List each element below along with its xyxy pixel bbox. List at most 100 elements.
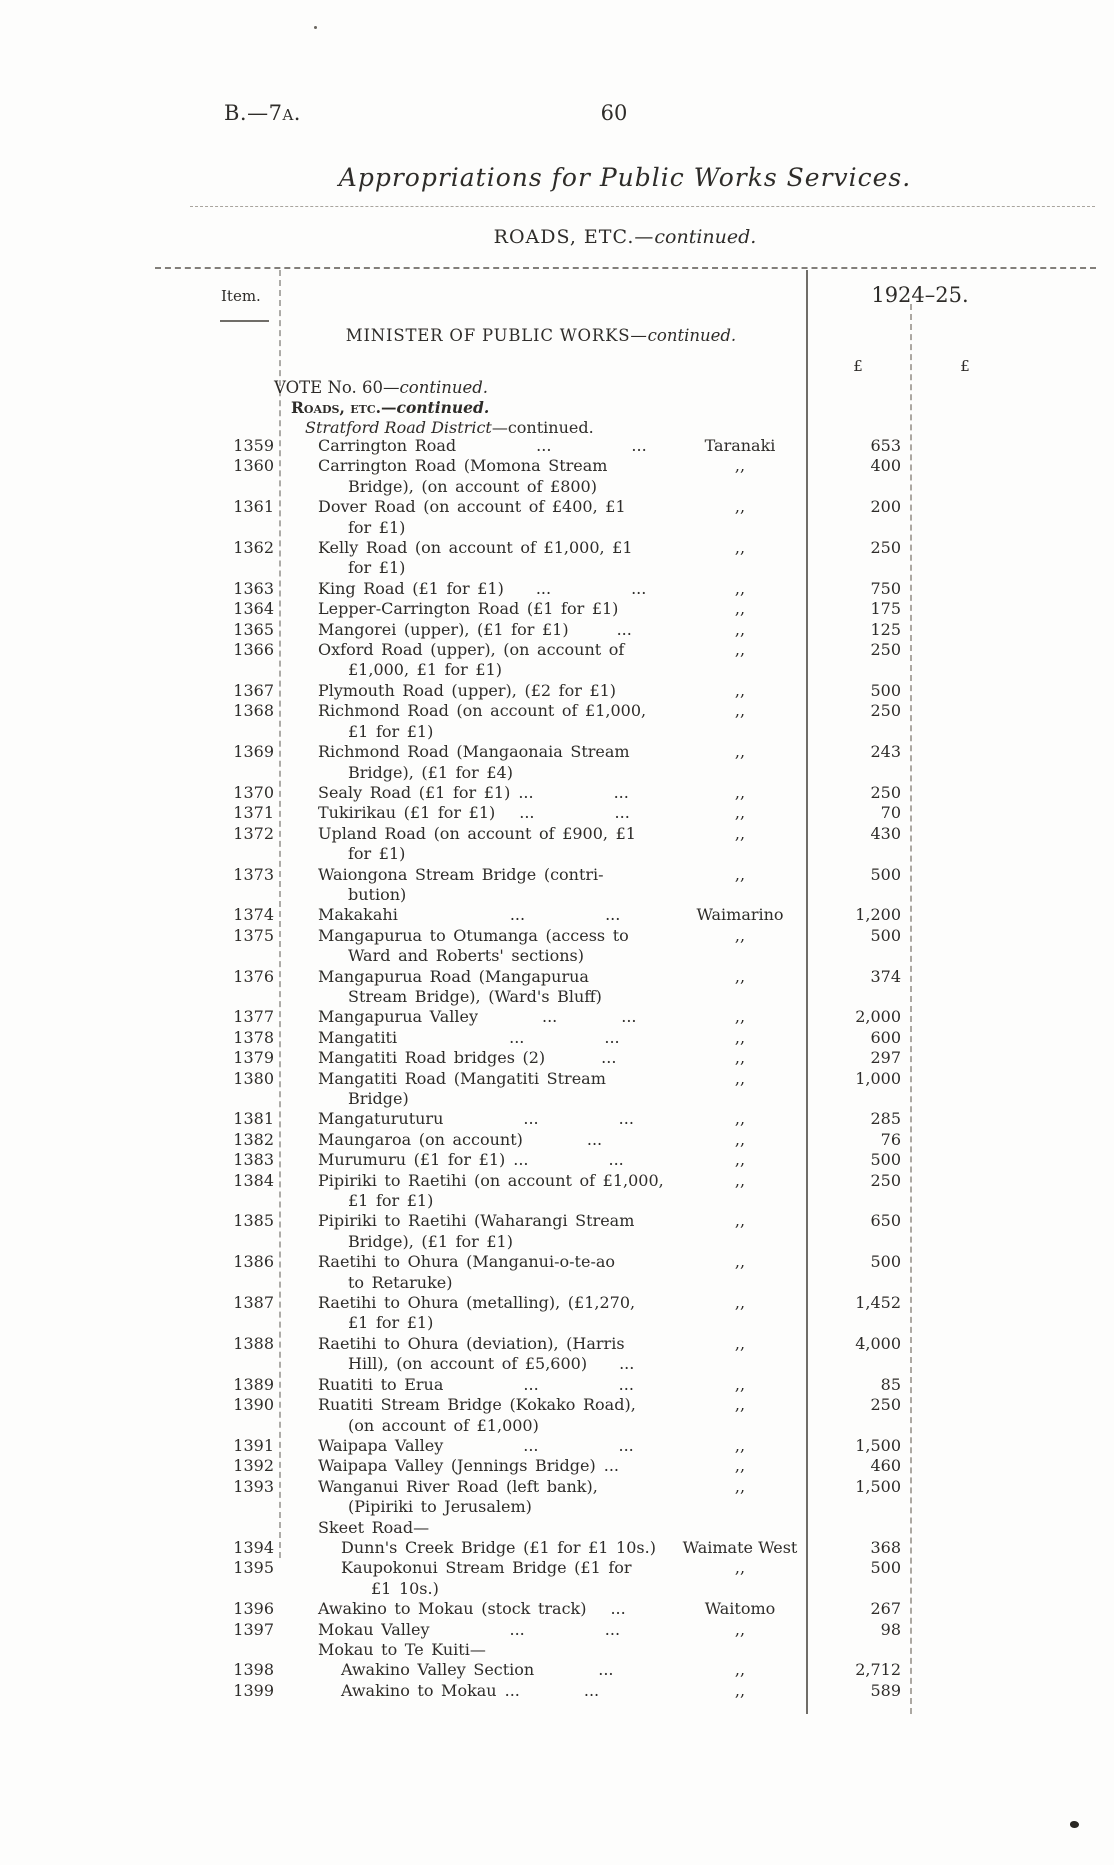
district-name: ,, [734, 619, 746, 639]
amount-1924-25: 175 [870, 599, 901, 619]
district-name: ,, [734, 1333, 746, 1353]
amount-1924-25: 250 [870, 782, 901, 802]
table-row: 1375 Mangapurua to Otumanga (access to W… [225, 926, 1068, 967]
item-number: 1361 [233, 497, 274, 517]
item-number: 1375 [233, 925, 274, 945]
amount-1924-25: 1,452 [855, 1293, 901, 1313]
amount-1924-25: 500 [870, 864, 901, 884]
table-row: 1387 Raetihi to Ohura (metalling), (£1,2… [225, 1293, 1068, 1334]
item-number: 1369 [233, 742, 274, 762]
table-row: 1391 Waipapa Valley ... ... ,, 1,500 [225, 1436, 1068, 1456]
work-description: Waipapa Valley ... ... [318, 1435, 634, 1455]
amount-1924-25: 70 [880, 803, 901, 823]
district-name: ,, [734, 1435, 746, 1455]
district-name: ,, [734, 640, 746, 660]
table-rows: 1359 Carrington Road ... ... Taranaki 65… [225, 436, 1068, 1701]
district-name: ,, [734, 456, 746, 476]
amount-1924-25: 4,000 [855, 1333, 901, 1353]
item-number: 1365 [233, 619, 274, 639]
item-number: 1394 [233, 1537, 274, 1557]
district-name: ,, [734, 782, 746, 802]
table-row: 1379 Mangatiti Road bridges (2) ... ,, 2… [225, 1048, 1068, 1068]
district-name: ,, [734, 1211, 746, 1231]
table-row: 1390 Ruatiti Stream Bridge (Kokako Road)… [225, 1395, 1068, 1436]
section-heading-continued: continued. [654, 226, 757, 248]
district-name: Waimarino [696, 905, 784, 925]
vote-heading-continued: continued. [399, 378, 489, 397]
item-header-underline [220, 320, 269, 322]
district-name: ,, [734, 966, 746, 986]
amount-1924-25: 430 [870, 823, 901, 843]
work-description: Mangapurua to Otumanga (access to Ward a… [318, 925, 629, 966]
amount-1924-25: 374 [870, 966, 901, 986]
district-name: ,, [734, 1680, 746, 1700]
item-number: 1377 [233, 1007, 274, 1027]
minister-heading-main: MINISTER OF PUBLIC WORKS— [345, 326, 648, 345]
item-number: 1376 [233, 966, 274, 986]
amount-1924-25: 500 [870, 925, 901, 945]
work-description: Mangapurua Road (Mangapurua Stream Bridg… [318, 966, 602, 1006]
item-number: 1362 [233, 538, 274, 558]
district-name: ,, [734, 497, 746, 517]
district-heading-continued: —continued. [491, 418, 594, 437]
item-number: 1368 [233, 701, 274, 721]
item-number: 1381 [233, 1109, 274, 1129]
table-row: 1359 Carrington Road ... ... Taranaki 65… [225, 436, 1068, 456]
work-description: Ruatiti Stream Bridge (Kokako Road), (on… [318, 1395, 636, 1435]
table-row: 1364 Lepper-Carrington Road (£1 for £1) … [225, 599, 1068, 619]
item-number: 1359 [233, 436, 274, 455]
work-description: Waipapa Valley (Jennings Bridge) ... [318, 1456, 619, 1476]
work-description: Oxford Road (upper), (on account of £1,0… [318, 640, 625, 680]
amount-1924-25: 250 [870, 701, 901, 721]
table-row: 1365 Mangorei (upper), (£1 for £1) ... ,… [225, 620, 1068, 640]
ink-speck-top [314, 26, 317, 29]
item-number: 1386 [233, 1252, 274, 1272]
table-row: 1371 Tukirikau (£1 for £1) ... ... ,, 70 [225, 803, 1068, 823]
district-name: ,, [734, 1109, 746, 1129]
table-row: 1377 Mangapurua Valley ... ... ,, 2,000 [225, 1007, 1068, 1027]
currency-symbol-second-column: £ [960, 357, 970, 375]
amount-1924-25: 1,500 [855, 1476, 901, 1496]
table-row: 1392 Waipapa Valley (Jennings Bridge) ..… [225, 1456, 1068, 1476]
work-description: Lepper-Carrington Road (£1 for £1) [318, 599, 619, 619]
district-name: ,, [734, 680, 746, 700]
district-name: ,, [734, 1558, 746, 1578]
amount-1924-25: 1,000 [855, 1068, 901, 1088]
table-row: 1385 Pipiriki to Raetihi (Waharangi Stre… [225, 1211, 1068, 1252]
item-column-header: Item. [221, 287, 261, 305]
item-number: 1387 [233, 1293, 274, 1313]
amount-1924-25: 2,712 [855, 1660, 901, 1680]
table-row: 1399 Awakino to Mokau ... ... ,, 589 [225, 1681, 1068, 1701]
amount-1924-25: 653 [870, 436, 901, 455]
table-row: 1395 Kaupokonui Stream Bridge (£1 for £1… [225, 1558, 1068, 1599]
work-description: Dover Road (on account of £400, £1 for £… [318, 497, 626, 537]
work-description: Carrington Road ... ... [318, 436, 647, 455]
table-row: 1386 Raetihi to Ohura (Manganui-o-te-ao … [225, 1252, 1068, 1293]
section-heading: ROADS, ETC.—continued. [160, 226, 1090, 248]
table-row: 1398 Awakino Valley Section ... ,, 2,712 [225, 1660, 1068, 1680]
amount-1924-25: 650 [870, 1211, 901, 1231]
amount-1924-25: 250 [870, 640, 901, 660]
amount-1924-25: 368 [870, 1537, 901, 1557]
work-description: Mokau Valley ... ... [318, 1619, 621, 1639]
amount-1924-25: 500 [870, 1558, 901, 1578]
district-name: Taranaki [704, 436, 776, 455]
district-name: Waimate West [682, 1537, 798, 1557]
amount-1924-25: 400 [870, 456, 901, 476]
amount-1924-25: 500 [870, 1252, 901, 1272]
item-number: 1397 [233, 1619, 274, 1639]
item-number: 1392 [233, 1456, 274, 1476]
item-number: 1391 [233, 1435, 274, 1455]
amount-column-left-border [806, 270, 808, 1714]
district-heading-main: Stratford Road District [305, 418, 492, 437]
work-description: Raetihi to Ohura (metalling), (£1,270, £… [318, 1293, 636, 1333]
work-description: Richmond Road (Mangaonaia Stream Bridge)… [318, 742, 630, 782]
item-number: 1372 [233, 823, 274, 843]
work-description: Upland Road (on account of £900, £1 for … [318, 823, 636, 864]
item-number: 1364 [233, 599, 274, 619]
work-description: Maungaroa (on account) ... [318, 1129, 603, 1149]
work-description: Pipiriki to Raetihi (on account of £1,00… [318, 1170, 664, 1211]
work-description: Makakahi ... ... [318, 905, 621, 925]
amount-1924-25: 460 [870, 1456, 901, 1476]
